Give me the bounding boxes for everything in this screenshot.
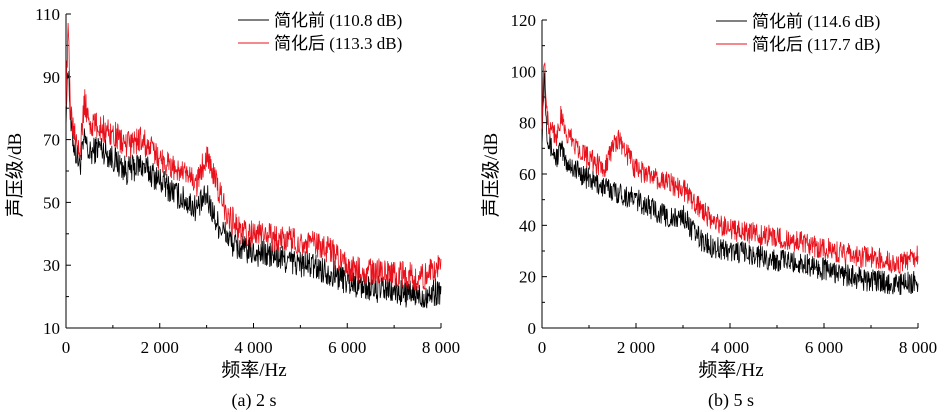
series-line-before: [541, 72, 919, 296]
y-tick-label: 30: [43, 256, 60, 275]
panel-b-ylabel: 声压级/dB: [480, 133, 502, 217]
panel-b-axes: 0 20 40 60 80 100 120 0 2 000 4 000 6 000 8 000: [511, 11, 938, 357]
x-tick-label: 4 000: [234, 338, 272, 357]
y-tick-label: 90: [43, 68, 60, 87]
chart-panel-b: 0 20 40 60 80 100 120 0 2 000 4 000 6 000 8 000 简化前…: [480, 11, 937, 411]
x-tick-label: 0: [62, 338, 71, 357]
panel-b-series: [541, 62, 919, 296]
y-tick-label: 50: [43, 193, 60, 212]
panel-a-legend: 简化前 (110.8 dB) 简化后 (113.3 dB): [238, 11, 402, 53]
x-tick-label: 6 000: [328, 338, 366, 357]
y-tick-label: 20: [519, 268, 536, 287]
legend-label: 简化后 (113.3 dB): [274, 34, 402, 53]
legend-label: 简化前 (110.8 dB): [274, 11, 402, 30]
y-tick-label: 80: [519, 114, 536, 133]
y-tick-label: 120: [511, 11, 537, 30]
panel-a-series: [65, 22, 442, 309]
x-tick-label: 8 000: [422, 338, 460, 357]
series-line-after: [65, 22, 442, 291]
x-tick-label: 0: [538, 338, 547, 357]
panel-a-caption: (a) 2 s: [232, 390, 277, 411]
panel-a-xlabel: 频率/Hz: [221, 359, 286, 381]
series-line-after: [541, 62, 919, 275]
legend-label: 简化前 (114.6 dB): [752, 12, 880, 31]
y-tick-label: 40: [519, 216, 536, 235]
x-tick-label: 4 000: [711, 338, 749, 357]
panel-b-xlabel: 频率/Hz: [698, 359, 763, 381]
x-tick-label: 8 000: [899, 338, 937, 357]
y-tick-label: 60: [519, 165, 536, 184]
y-tick-label: 110: [35, 5, 60, 24]
chart-panel-a: 10 30 50 70 90 110 0 2 000 4 000 6 000 8 000 简化前 (…: [4, 5, 460, 411]
panel-b-legend: 简化前 (114.6 dB) 简化后 (117.7 dB): [716, 12, 880, 54]
x-tick-label: 6 000: [805, 338, 843, 357]
x-tick-label: 2 000: [141, 338, 179, 357]
x-tick-label: 2 000: [617, 338, 655, 357]
panel-b-caption: (b) 5 s: [708, 390, 754, 411]
y-tick-label: 100: [511, 62, 537, 81]
panel-a-ylabel: 声压级/dB: [4, 133, 26, 217]
panel-a-axes: 10 30 50 70 90 110 0 2 000 4 000 6 000 8 000: [35, 5, 460, 357]
legend-label: 简化后 (117.7 dB): [752, 35, 880, 54]
y-tick-label: 0: [528, 319, 537, 338]
y-tick-label: 70: [43, 131, 60, 150]
y-tick-label: 10: [43, 319, 60, 338]
